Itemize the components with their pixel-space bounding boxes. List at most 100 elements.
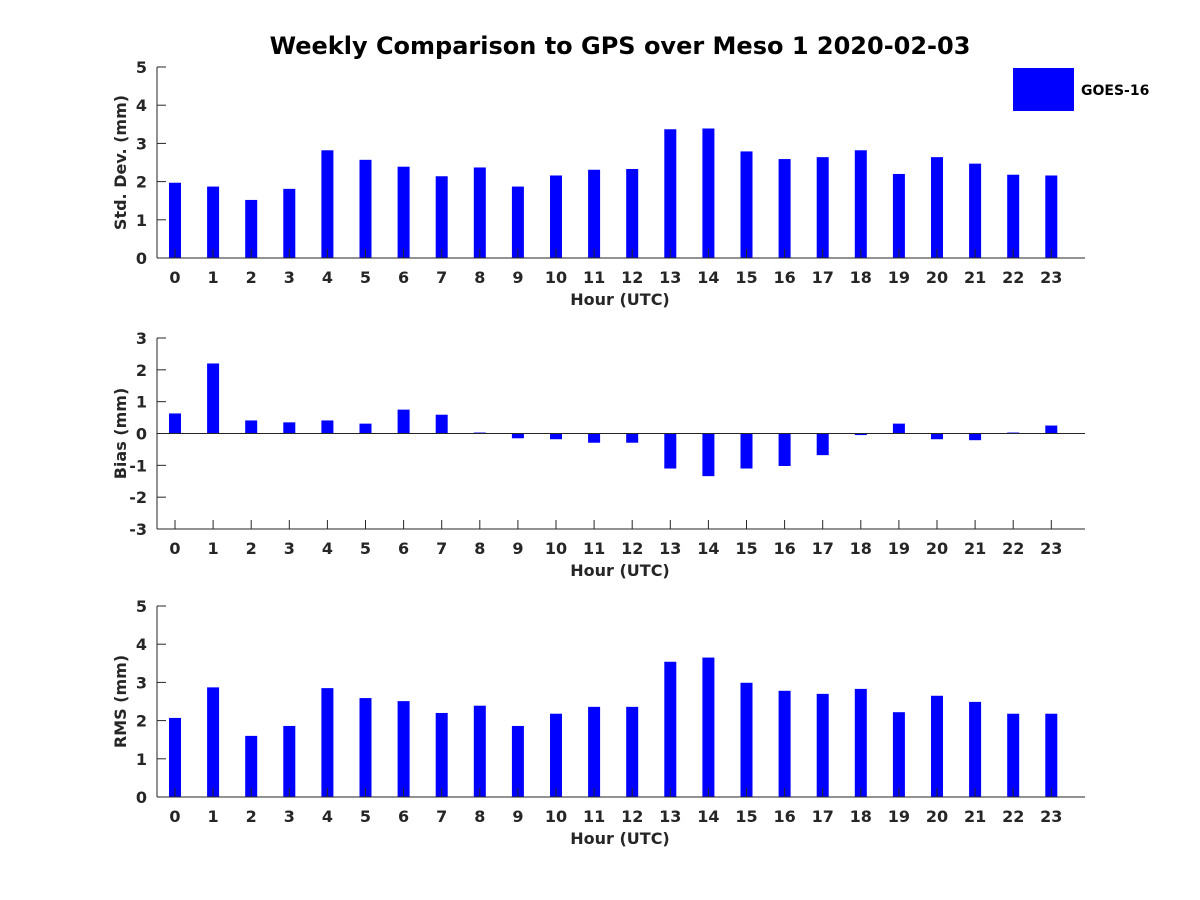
rms-bar-15 bbox=[740, 682, 753, 797]
rms-y-axis-label: RMS (mm) bbox=[111, 655, 130, 748]
std-dev-bar-8 bbox=[473, 167, 486, 258]
rms-x-tick-label: 7 bbox=[436, 807, 447, 826]
bias-x-tick-label: 2 bbox=[246, 539, 257, 558]
std-dev-bar-13 bbox=[664, 129, 677, 258]
rms-x-axis-label: Hour (UTC) bbox=[570, 829, 670, 848]
bias-bar-21 bbox=[969, 433, 982, 441]
rms-x-tick-label: 11 bbox=[583, 807, 605, 826]
std-dev-bar-10 bbox=[550, 175, 562, 258]
bias-bar-17 bbox=[816, 433, 829, 456]
bias-bar-7 bbox=[435, 414, 448, 434]
std-dev-bar-9 bbox=[511, 186, 524, 258]
rms-y-tick-label: 1 bbox=[136, 750, 147, 769]
std-dev-bar-19 bbox=[892, 173, 905, 258]
rms-x-tick-label: 15 bbox=[735, 807, 757, 826]
bias-bar-11 bbox=[588, 433, 601, 443]
rms-bar-4 bbox=[321, 688, 334, 797]
bias-x-tick-label: 14 bbox=[697, 539, 719, 558]
rms-x-tick-label: 17 bbox=[812, 807, 834, 826]
std-dev-bar-18 bbox=[854, 150, 867, 258]
std-dev-y-tick-label: 0 bbox=[136, 249, 147, 268]
bias-x-tick-label: 21 bbox=[964, 539, 986, 558]
std-dev-x-tick-label: 22 bbox=[1002, 268, 1024, 287]
bias-x-tick-label: 20 bbox=[926, 539, 948, 558]
std-dev-bar-4 bbox=[321, 150, 334, 258]
bias-bar-2 bbox=[245, 420, 258, 434]
std-dev-x-tick-label: 2 bbox=[246, 268, 257, 287]
std-dev-x-tick-label: 20 bbox=[926, 268, 948, 287]
bias-bar-23 bbox=[1045, 425, 1058, 434]
bias-bar-9 bbox=[511, 433, 524, 439]
bias-bar-6 bbox=[397, 409, 410, 434]
bias-x-tick-label: 0 bbox=[169, 539, 180, 558]
rms-bar-17 bbox=[816, 693, 829, 797]
bias-x-tick-label: 6 bbox=[398, 539, 409, 558]
std-dev-bar-2 bbox=[245, 199, 258, 258]
std-dev-bar-7 bbox=[435, 176, 448, 258]
std-dev-x-tick-label: 19 bbox=[888, 268, 910, 287]
bias-y-tick-label: 1 bbox=[136, 393, 147, 412]
std-dev-x-tick-label: 9 bbox=[512, 268, 523, 287]
rms-x-tick-label: 10 bbox=[545, 807, 567, 826]
chart-title: Weekly Comparison to GPS over Meso 1 202… bbox=[270, 32, 971, 60]
bias-bar-18 bbox=[854, 433, 867, 436]
bias-x-tick-label: 23 bbox=[1040, 539, 1062, 558]
bias-bar-0 bbox=[169, 413, 181, 434]
rms-bar-14 bbox=[702, 657, 715, 797]
std-dev-x-tick-label: 6 bbox=[398, 268, 409, 287]
rms-bar-10 bbox=[550, 713, 562, 797]
rms-x-tick-label: 21 bbox=[964, 807, 986, 826]
rms-bar-20 bbox=[931, 695, 943, 797]
bias-x-tick-label: 11 bbox=[583, 539, 605, 558]
std-dev-bar-15 bbox=[740, 151, 753, 258]
rms-y-tick-label: 4 bbox=[136, 635, 147, 654]
rms-x-tick-label: 13 bbox=[659, 807, 681, 826]
std-dev-x-tick-label: 11 bbox=[583, 268, 605, 287]
rms-x-tick-label: 19 bbox=[888, 807, 910, 826]
rms-bar-12 bbox=[626, 706, 639, 797]
bias-x-tick-label: 13 bbox=[659, 539, 681, 558]
bias-bar-19 bbox=[892, 423, 905, 434]
bias-y-tick-label: 3 bbox=[136, 329, 147, 348]
bias-x-axis-label: Hour (UTC) bbox=[570, 561, 670, 580]
std-dev-x-tick-label: 21 bbox=[964, 268, 986, 287]
std-dev-x-tick-label: 15 bbox=[735, 268, 757, 287]
rms-bar-0 bbox=[169, 717, 181, 797]
std-dev-bar-16 bbox=[778, 159, 791, 258]
std-dev-y-axis-label: Std. Dev. (mm) bbox=[111, 95, 130, 230]
std-dev-x-tick-label: 17 bbox=[812, 268, 834, 287]
std-dev-bar-21 bbox=[969, 163, 982, 258]
std-dev-bar-14 bbox=[702, 128, 715, 258]
std-dev-bar-12 bbox=[626, 168, 639, 258]
rms-y-tick-label: 0 bbox=[136, 788, 147, 807]
rms-x-tick-label: 2 bbox=[246, 807, 257, 826]
std-dev-x-tick-label: 12 bbox=[621, 268, 643, 287]
rms-y-tick-label: 2 bbox=[136, 712, 147, 731]
bias-x-tick-label: 8 bbox=[474, 539, 485, 558]
std-dev-bar-0 bbox=[169, 182, 181, 258]
rms-y-tick-label: 3 bbox=[136, 673, 147, 692]
bias-bar-4 bbox=[321, 420, 334, 434]
bias-bar-10 bbox=[550, 433, 562, 440]
legend-swatch bbox=[1013, 68, 1074, 111]
std-dev-bar-1 bbox=[207, 186, 220, 258]
rms-x-tick-label: 5 bbox=[360, 807, 371, 826]
rms-bar-5 bbox=[359, 698, 372, 797]
legend: GOES-16 bbox=[1013, 68, 1149, 111]
bias-x-tick-label: 4 bbox=[322, 539, 333, 558]
bias-y-tick-label: 2 bbox=[136, 361, 147, 380]
std-dev-y-tick-label: 1 bbox=[136, 211, 147, 230]
bias-bar-1 bbox=[207, 363, 220, 434]
std-dev-x-tick-label: 5 bbox=[360, 268, 371, 287]
bias-y-axis-label: Bias (mm) bbox=[111, 388, 130, 480]
std-dev-bar-23 bbox=[1045, 175, 1058, 258]
rms-x-tick-label: 18 bbox=[850, 807, 872, 826]
rms-bar-23 bbox=[1045, 713, 1058, 797]
std-dev-x-tick-label: 8 bbox=[474, 268, 485, 287]
bias-x-tick-label: 10 bbox=[545, 539, 567, 558]
bias-y-tick-label: -1 bbox=[129, 456, 147, 475]
